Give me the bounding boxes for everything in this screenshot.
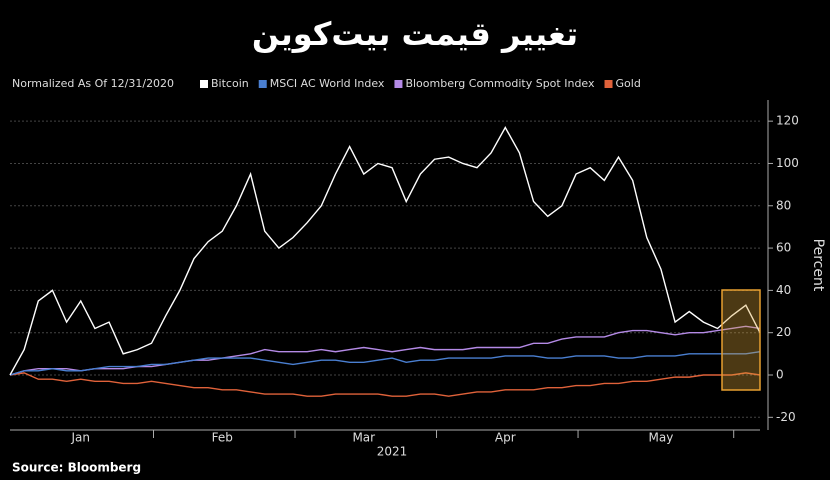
legend-label: MSCI AC World Index [270,77,385,90]
legend-label: Bitcoin [211,77,249,90]
series-line [9,351,761,376]
y-tick-label: 0 [776,368,784,382]
legend-swatch [394,80,403,88]
y-tick-label: 60 [776,241,791,255]
legend-label: Gold [616,77,641,90]
series-line [9,126,761,376]
x-tick-label: May [649,431,674,445]
y-tick-label: -20 [776,410,796,424]
legend-label: Bloomberg Commodity Spot Index [405,77,595,90]
y-tick-label: 40 [776,283,791,297]
x-axis-label: 2021 [377,445,408,459]
y-tick-label: 120 [776,114,799,128]
x-tick-label: Jan [71,431,91,445]
subtitle: Normalized As Of 12/31/2020 [12,77,174,90]
y-tick-label: 20 [776,325,791,339]
source: Source: Bloomberg [12,461,141,475]
chart-title: تغییر قیمت بیت‌کوین [252,15,578,53]
legend-swatch [200,80,208,88]
y-axis-label: Percent [810,239,826,292]
x-tick-label: Apr [495,431,516,445]
highlight-box [721,289,761,391]
y-tick-label: 100 [776,156,799,170]
x-tick-label: Feb [212,431,233,445]
legend-swatch [604,80,613,88]
series-line [9,372,761,397]
y-tick-label: 80 [776,198,791,212]
legend-swatch [258,80,267,88]
x-tick-label: Mar [352,431,375,445]
